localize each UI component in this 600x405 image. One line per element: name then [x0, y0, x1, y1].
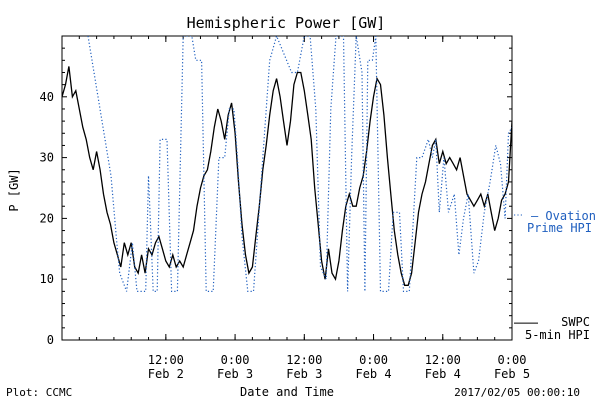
x-tick-label-date: Feb 3 — [286, 367, 322, 381]
x-tick-label-time: 0:00 — [359, 353, 388, 367]
x-tick-label-time: 12:00 — [286, 353, 322, 367]
x-tick-label-date: Feb 5 — [494, 367, 530, 381]
x-tick-label-time: 0:00 — [221, 353, 250, 367]
plot-frame — [61, 35, 513, 341]
x-tick-label-date: Feb 4 — [355, 367, 391, 381]
x-tick-label-date: Feb 2 — [148, 367, 184, 381]
footer-right-timestamp: 2017/02/05 00:00:10 — [454, 386, 580, 399]
y-tick-label: 0 — [47, 333, 54, 347]
x-axis-label: Date and Time — [240, 385, 334, 399]
legend-swpc: SWPC 5-min HPI — [525, 315, 590, 342]
legend-swpc-line1: SWPC — [561, 315, 590, 329]
chart-title: Hemispheric Power [GW] — [187, 14, 386, 32]
x-tick-label-date: Feb 4 — [425, 367, 461, 381]
x-tick-label-time: 12:00 — [425, 353, 461, 367]
legend-ovation-line2: Prime HPI — [527, 221, 592, 235]
legend-swpc-line2: 5-min HPI — [525, 328, 590, 342]
x-tick-label-time: 12:00 — [148, 353, 184, 367]
series-line-swpc — [62, 66, 512, 286]
footer-left-credit: Plot: CCMC — [6, 386, 72, 399]
y-tick-label: 20 — [40, 211, 54, 225]
y-tick-label: 10 — [40, 272, 54, 286]
legend-ovation: — Ovation Prime HPI — [527, 209, 596, 235]
series-line-ovation — [87, 36, 512, 292]
legend-ovation-line1: — Ovation — [531, 209, 596, 223]
y-axis-label: P [GW] — [7, 168, 21, 211]
y-tick-label: 40 — [40, 90, 54, 104]
x-tick-label-time: 0:00 — [498, 353, 527, 367]
y-tick-label: 30 — [40, 151, 54, 165]
x-tick-label-date: Feb 3 — [217, 367, 253, 381]
